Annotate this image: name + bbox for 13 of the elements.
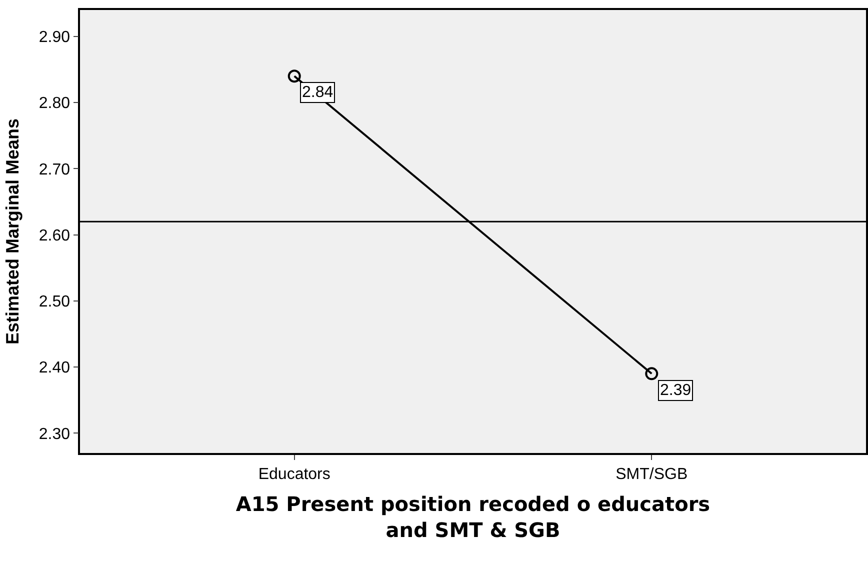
y-tick-label: 2.40 xyxy=(38,360,70,377)
data-label: 2.84 xyxy=(302,84,334,101)
y-tick-label: 2.70 xyxy=(38,161,70,178)
x-axis-title: A15 Present position recoded o educators and SMT & SGB xyxy=(236,492,710,542)
y-tick-label: 2.50 xyxy=(38,294,70,311)
x-tick-label: SMT/SGB xyxy=(616,466,688,483)
y-tick-label: 2.30 xyxy=(38,426,70,443)
y-tick-label: 2.90 xyxy=(38,29,70,46)
y-tick-label: 2.60 xyxy=(38,227,70,244)
y-tick-label: 2.80 xyxy=(38,95,70,112)
data-label: 2.39 xyxy=(660,382,692,399)
x-tick-label: Educators xyxy=(258,466,330,483)
y-axis-title: Estimated Marginal Means xyxy=(2,118,23,345)
